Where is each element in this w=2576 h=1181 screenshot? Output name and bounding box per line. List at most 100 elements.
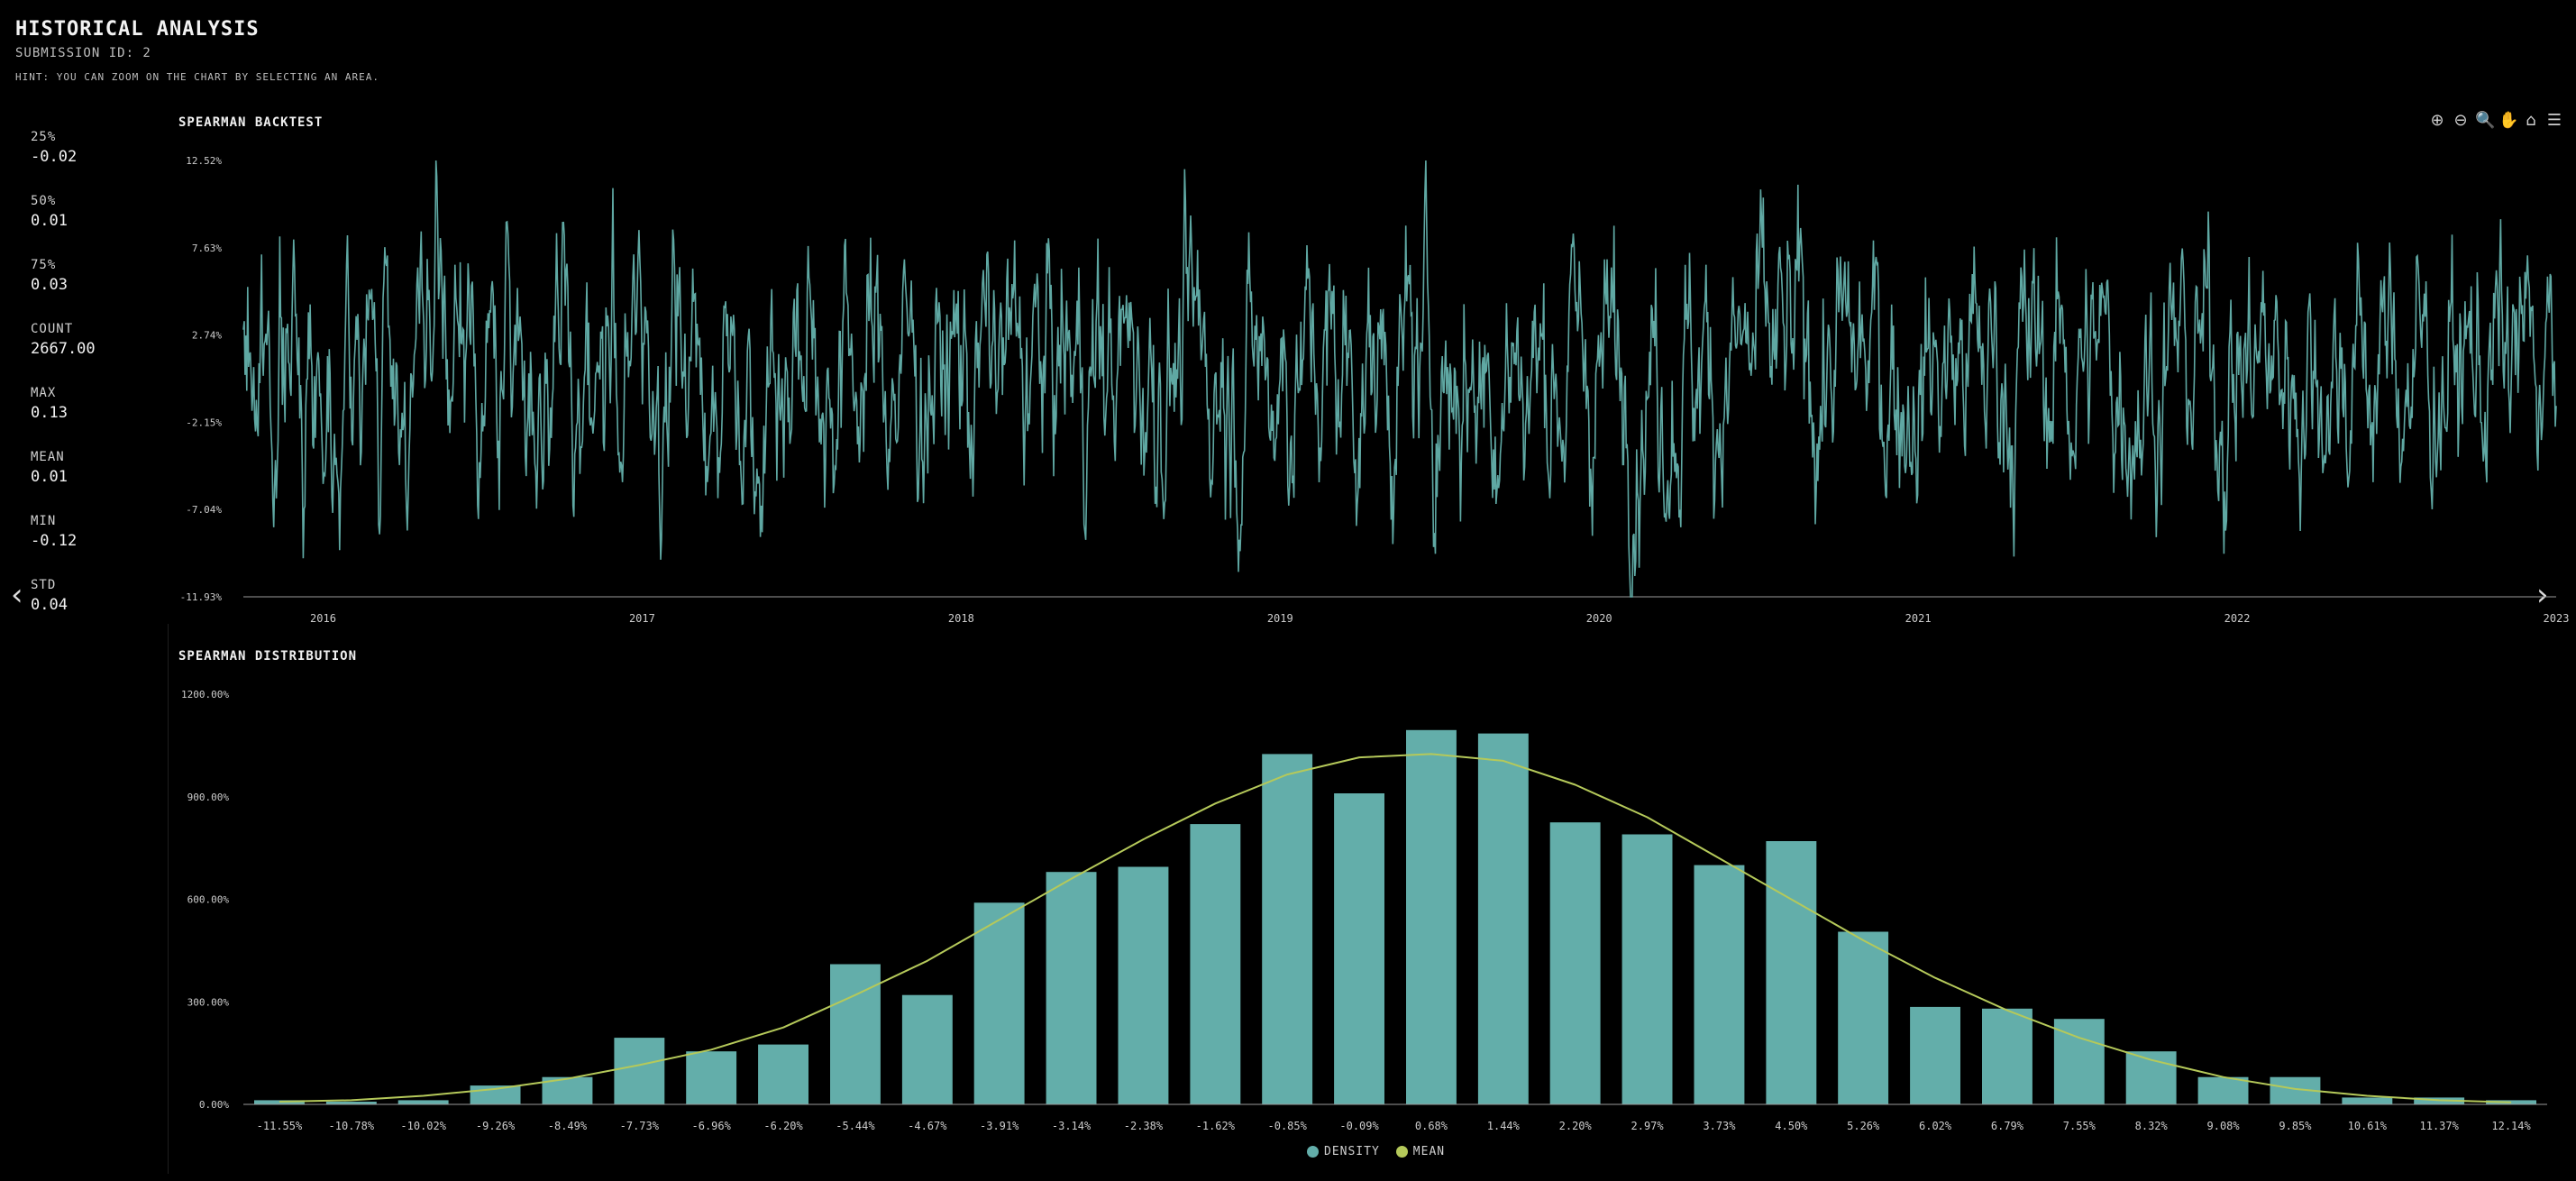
magnifier-icon[interactable]: 🔍	[2475, 111, 2496, 130]
density-bar[interactable]	[2053, 1019, 2105, 1104]
mean-dot-icon	[1395, 1146, 1408, 1158]
density-bar[interactable]	[1766, 841, 1817, 1104]
density-bar[interactable]	[1262, 754, 1313, 1104]
x-tick-label: -10.02%	[400, 1120, 446, 1132]
legend-density[interactable]: DENSITY	[1307, 1145, 1380, 1158]
stat-std: STD 0.04	[31, 578, 166, 642]
density-bar[interactable]	[1118, 866, 1169, 1105]
density-bar[interactable]	[397, 1100, 449, 1104]
stat-label: MEAN	[31, 450, 65, 464]
density-bar[interactable]	[1046, 872, 1097, 1104]
x-tick-label: 2017	[629, 612, 655, 625]
x-tick-label: 2020	[1586, 612, 1612, 625]
x-tick-label: 2019	[1267, 612, 1293, 625]
density-bar[interactable]	[1982, 1008, 2032, 1104]
density-bar[interactable]	[1621, 834, 1673, 1105]
x-tick-label: 12.14%	[2491, 1120, 2531, 1132]
x-tick-label: 9.08%	[2207, 1120, 2241, 1132]
y-tick-label: 7.63%	[192, 243, 222, 254]
x-tick-label: 8.32%	[2135, 1120, 2169, 1132]
density-bar[interactable]	[901, 994, 953, 1104]
stat-label: 75%	[31, 258, 57, 272]
x-tick-label: -8.49%	[548, 1120, 588, 1132]
density-bar[interactable]	[1549, 822, 1601, 1104]
x-tick-label: 2022	[2224, 612, 2251, 625]
density-bar[interactable]	[1910, 1006, 1960, 1104]
density-bar[interactable]	[1477, 733, 1529, 1104]
stat-value: -0.12	[31, 532, 78, 550]
y-tick-label: 600.00%	[187, 894, 230, 906]
pan-hand-icon[interactable]: ✋	[2498, 111, 2519, 130]
backtest-title: SPEARMAN BACKTEST	[178, 115, 324, 130]
density-bar[interactable]	[1190, 824, 1241, 1104]
density-bar[interactable]	[2342, 1097, 2393, 1104]
x-tick-label: -11.55%	[257, 1120, 303, 1132]
stat-label: COUNT	[31, 322, 74, 336]
x-tick-label: 6.02%	[1919, 1120, 1952, 1132]
density-bar[interactable]	[614, 1038, 665, 1104]
legend-label: DENSITY	[1324, 1145, 1380, 1158]
density-bar[interactable]	[686, 1051, 737, 1104]
stat-value: 0.03	[31, 276, 68, 294]
menu-icon[interactable]: ☰	[2546, 111, 2562, 130]
prev-arrow-icon[interactable]: ‹	[11, 577, 23, 613]
legend: DENSITY MEAN	[1307, 1145, 1445, 1158]
density-bar[interactable]	[1838, 931, 1889, 1105]
density-bar[interactable]	[2197, 1076, 2249, 1104]
stat-label: MAX	[31, 386, 57, 400]
spearman-series-line	[242, 160, 2557, 598]
stat-label: 50%	[31, 194, 57, 208]
density-bar[interactable]	[325, 1102, 377, 1104]
stat-value: 0.13	[31, 404, 68, 422]
x-tick-label: -10.78%	[329, 1120, 375, 1132]
y-tick-label: -11.93%	[180, 591, 223, 603]
x-tick-label: 2016	[310, 612, 336, 625]
page-title: HISTORICAL ANALYSIS	[15, 18, 260, 41]
density-bar[interactable]	[1694, 865, 1745, 1104]
stat-min: MIN -0.12	[31, 514, 166, 578]
submission-id: SUBMISSION ID: 2	[15, 46, 151, 60]
stat-value: 0.04	[31, 596, 68, 614]
legend-mean[interactable]: MEAN	[1395, 1145, 1445, 1158]
zoom-in-icon[interactable]: ⊕	[2430, 111, 2444, 130]
zoom-hint: HINT: YOU CAN ZOOM ON THE CHART BY SELEC…	[15, 71, 379, 83]
density-bar[interactable]	[1334, 793, 1384, 1104]
density-bar[interactable]	[758, 1044, 808, 1104]
x-tick-label: -9.26%	[476, 1120, 516, 1132]
next-arrow-icon[interactable]: ›	[2536, 577, 2549, 613]
x-tick-label: -6.96%	[692, 1120, 732, 1132]
x-tick-label: 10.61%	[2348, 1120, 2388, 1132]
zoom-out-icon[interactable]: ⊖	[2453, 111, 2468, 130]
x-tick-label: 9.85%	[2279, 1120, 2312, 1132]
x-tick-label: -2.38%	[1124, 1120, 1164, 1132]
stat-label: 25%	[31, 130, 57, 144]
x-tick-label: -3.14%	[1052, 1120, 1092, 1132]
x-tick-label: 4.50%	[1775, 1120, 1808, 1132]
mean-line	[279, 753, 2512, 1103]
home-icon[interactable]: ⌂	[2526, 111, 2536, 130]
distribution-title: SPEARMAN DISTRIBUTION	[178, 649, 358, 664]
x-tick-label: 3.73%	[1703, 1120, 1736, 1132]
x-tick-label: -3.91%	[980, 1120, 1019, 1132]
stat-value: 0.01	[31, 212, 68, 230]
y-tick-label: -2.15%	[186, 417, 222, 428]
x-tick-label: 2.20%	[1559, 1120, 1593, 1132]
x-tick-label: -7.73%	[620, 1120, 660, 1132]
y-tick-label: 300.00%	[187, 996, 230, 1008]
density-bar[interactable]	[973, 902, 1025, 1104]
density-bar[interactable]	[1406, 729, 1457, 1104]
x-tick-label: 2023	[2544, 612, 2569, 625]
stat-25: 25% -0.02	[31, 130, 166, 194]
stat-value: -0.02	[31, 148, 78, 166]
x-tick-label: -4.67%	[908, 1120, 947, 1132]
y-tick-label: 2.74%	[192, 330, 222, 342]
y-tick-label: -7.04%	[186, 504, 222, 516]
density-bar[interactable]	[830, 964, 881, 1105]
x-tick-label: 0.68%	[1415, 1120, 1448, 1132]
backtest-chart[interactable]: 12.52% 7.63% 2.74% -2.15% -7.04% -11.93% 2016 2…	[171, 144, 2569, 631]
stat-mean: MEAN 0.01	[31, 450, 166, 514]
x-tick-label: 2018	[948, 612, 974, 625]
y-tick-label: 0.00%	[199, 1099, 229, 1111]
stat-label: STD	[31, 578, 57, 592]
distribution-chart[interactable]: 1200.00% 900.00% 600.00% 300.00% 0.00% -11.55…	[171, 676, 2569, 1140]
